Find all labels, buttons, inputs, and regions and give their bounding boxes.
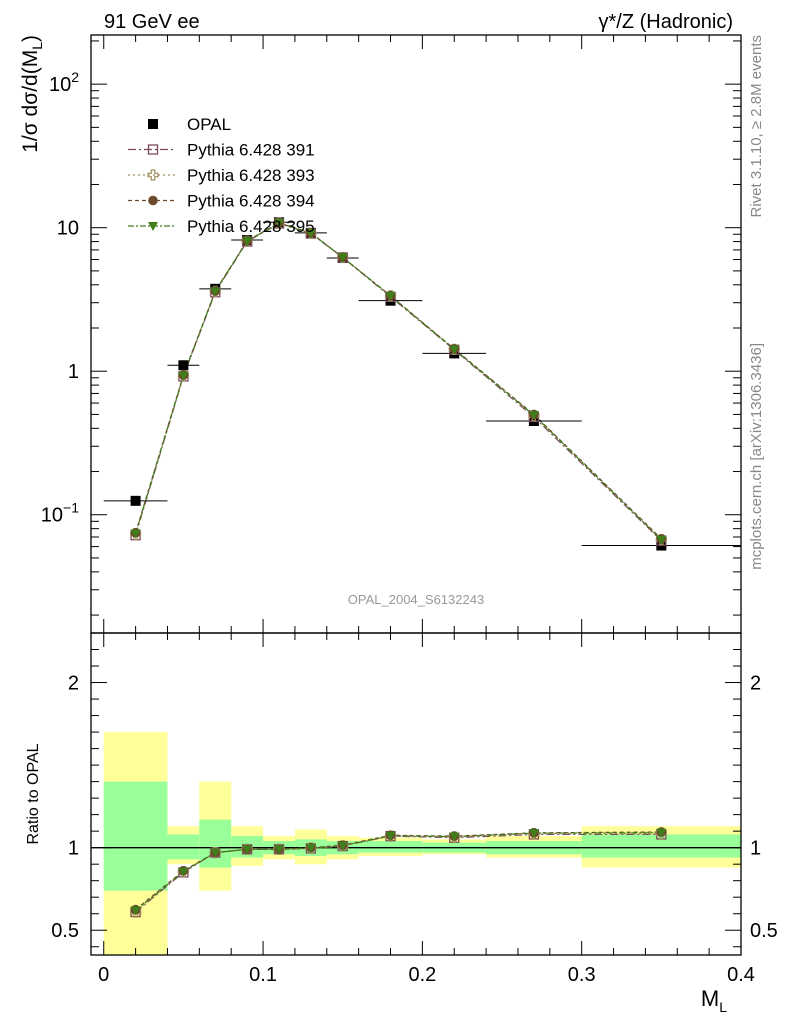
main-point-p395-2 xyxy=(210,287,221,297)
ratio-y-tick-label: 0.5 xyxy=(51,920,79,942)
ratio-point-p395-8 xyxy=(449,832,460,842)
main-point-data-1 xyxy=(178,360,189,371)
legend-marker-p393 xyxy=(147,169,159,181)
main-line-p393 xyxy=(135,222,662,541)
legend-label-p391: Pythia 6.428 391 xyxy=(187,141,315,160)
watermark: OPAL_2004_S6132243 xyxy=(348,592,484,607)
main-point-p395-4 xyxy=(273,218,284,228)
y-tick-label-exponent: 2 xyxy=(71,69,79,85)
legend: OPAL Pythia 6.428 391 Pythia 6.428 393 Pyth… xyxy=(128,115,315,236)
ratio-point-p395-6 xyxy=(337,841,348,851)
legend-label-p393: Pythia 6.428 393 xyxy=(187,166,315,185)
main-series-layer xyxy=(103,217,741,551)
ratio-point-p395-5 xyxy=(305,843,316,853)
ratio-uncertainty-bands xyxy=(103,732,741,955)
band-inner-7 xyxy=(358,841,423,853)
legend-label-p394: Pythia 6.428 394 xyxy=(187,192,315,211)
ratio-y-axis-label: Ratio to OPAL xyxy=(25,743,42,844)
y-axis-label: 1/σ dσ/d(ML) xyxy=(19,35,45,153)
header-left: 91 GeV ee xyxy=(104,11,200,33)
mcplots-label: mcplots.cern.ch [arXiv:1306.3436] xyxy=(748,343,765,570)
main-point-p395-3 xyxy=(242,236,253,246)
y-axis-label-close: ) xyxy=(19,35,42,42)
main-point-p395-5 xyxy=(305,229,316,239)
main-point-p395-0 xyxy=(130,529,141,539)
band-inner-10 xyxy=(581,834,741,858)
y-tick-label: 10 xyxy=(57,218,79,240)
legend-marker-p395 xyxy=(148,222,158,231)
ratio-point-p395-2 xyxy=(210,848,221,858)
ratio-point-p395-3 xyxy=(242,845,253,855)
legend-label-p395: Pythia 6.428 395 xyxy=(187,217,315,236)
x-tick-label: 0.4 xyxy=(727,964,755,986)
x-tick-label: 0.2 xyxy=(408,964,436,986)
ratio-point-p395-10 xyxy=(656,828,667,838)
y-tick-label: 1 xyxy=(68,361,79,383)
legend-marker-data xyxy=(148,119,158,129)
ratio-y-tick-label-right: 2 xyxy=(750,673,761,695)
ratio-point-p395-4 xyxy=(273,845,284,855)
x-axis-label: ML xyxy=(701,986,727,1015)
ratio-frame xyxy=(90,632,742,956)
main-line-p395 xyxy=(135,222,662,541)
legend-marker-p394 xyxy=(148,195,158,206)
band-inner-1 xyxy=(167,834,200,860)
main-point-p395-7 xyxy=(385,291,396,301)
y-tick-label: 102 xyxy=(49,69,79,96)
ratio-point-p395-1 xyxy=(178,867,189,877)
text-layer: 91 GeV ee γ*/Z (Hadronic) Rivet 3.1.10, … xyxy=(104,11,765,607)
main-line-p391 xyxy=(135,222,662,542)
main-point-p395-9 xyxy=(528,411,539,421)
main-point-data-0 xyxy=(130,495,141,506)
band-inner-0 xyxy=(103,781,168,891)
x-tick-label: 0.3 xyxy=(568,964,596,986)
main-line-p394 xyxy=(135,222,662,540)
header-right: γ*/Z (Hadronic) xyxy=(599,11,733,33)
ratio-y-tick-label: 1 xyxy=(68,838,79,860)
y-tick-label: 10−1 xyxy=(41,500,79,527)
ratio-point-p395-9 xyxy=(528,829,539,839)
y-axis-label-subscript: L xyxy=(29,42,45,50)
ratio-series-layer xyxy=(91,827,741,918)
main-point-p395-1 xyxy=(178,371,189,381)
band-inner-2 xyxy=(199,819,232,868)
main-point-p395-6 xyxy=(337,253,348,263)
legend-label-data: OPAL xyxy=(187,115,231,134)
x-axis-label-subscript: L xyxy=(719,999,727,1015)
x-tick-label: 0 xyxy=(98,964,109,986)
ratio-y-tick-label-right: 1 xyxy=(750,838,761,860)
ratio-y-tick-label: 2 xyxy=(68,673,79,695)
x-tick-label: 0.1 xyxy=(249,964,277,986)
ratio-point-p395-7 xyxy=(385,831,396,841)
ratio-point-p395-0 xyxy=(130,906,141,916)
main-point-p395-10 xyxy=(656,535,667,545)
legend-marker-p391 xyxy=(147,144,159,155)
main-point-p395-8 xyxy=(449,345,460,355)
y-tick-label-exponent: −1 xyxy=(63,500,79,516)
rivet-label: Rivet 3.1.10, ≥ 2.8M events xyxy=(748,35,765,218)
ratio-y-tick-label-right: 0.5 xyxy=(750,920,778,942)
